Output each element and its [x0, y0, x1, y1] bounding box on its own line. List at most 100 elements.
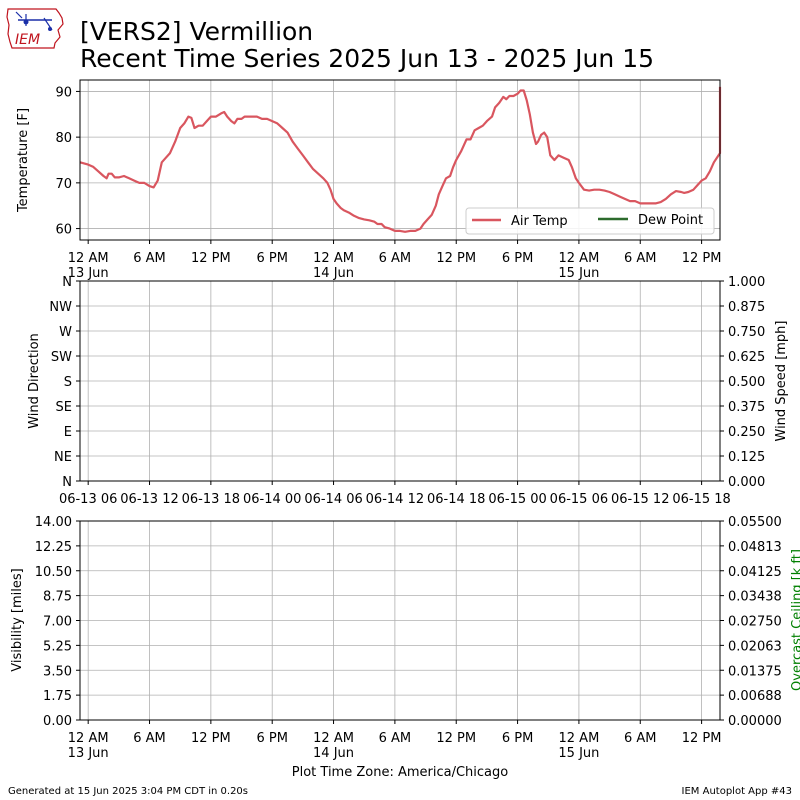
- visibility-x-date-label: 14 Jun: [313, 746, 354, 761]
- legend-dew-point-label: Dew Point: [638, 213, 703, 228]
- wind-y-tick-label: SE: [56, 400, 72, 415]
- wind-x-tick-label: 06-14 00: [243, 492, 301, 507]
- visibility-x-tick-label: 12 AM: [559, 731, 600, 746]
- visibility-y-tick-label: 0.00: [43, 714, 72, 729]
- temperature-x-date-label: 13 Jun: [68, 266, 109, 281]
- wind-x-tick-label: 06-13 18: [182, 492, 240, 507]
- visibility-x-date-label: 15 Jun: [558, 746, 599, 761]
- wind-x-tick-label: 06-13 12: [120, 492, 178, 507]
- temperature-x-tick-label: 6 PM: [502, 251, 533, 266]
- wind-y2-tick-label: 0.250: [728, 425, 765, 440]
- visibility-x-tick-label: 6 PM: [256, 731, 287, 746]
- visibility-x-tick-label: 6 AM: [379, 731, 412, 746]
- chart-title: [VERS2] Vermillion: [80, 17, 313, 46]
- visibility-y-tick-label: 5.25: [43, 639, 72, 654]
- wind-y2-tick-label: 0.750: [728, 325, 765, 340]
- temperature-x-tick-label: 6 AM: [379, 251, 412, 266]
- temperature-x-tick-label: 12 AM: [559, 251, 600, 266]
- wind-x-tick-label: 06-15 00: [488, 492, 546, 507]
- temperature-y-ticks: 60 70 80 90: [55, 85, 80, 238]
- wind-y2-tick-label: 0.625: [728, 350, 765, 365]
- timezone-label: Plot Time Zone: America/Chicago: [292, 765, 508, 780]
- temperature-plot-frame: [79, 79, 721, 241]
- wind-y-tick-label: E: [64, 425, 72, 440]
- wind-speed-y-ticks: 0.000 0.125 0.250 0.375 0.500 0.625 0.750 0.875…: [720, 275, 765, 490]
- legend-air-temp-label: Air Temp: [511, 214, 568, 229]
- legend-box: [465, 207, 715, 235]
- temperature-gridlines: [80, 80, 720, 240]
- visibility-y2-tick-label: 0.00000: [728, 714, 782, 729]
- visibility-x-tick-label: 6 AM: [624, 731, 657, 746]
- visibility-x-tick-label: 12 PM: [191, 731, 231, 746]
- wind-x-tick-label: 06-15 06: [550, 492, 608, 507]
- visibility-gridlines: [80, 520, 720, 721]
- wind-x-tick-label: 06-14 18: [427, 492, 485, 507]
- visibility-y-tick-label: 7.00: [43, 615, 72, 630]
- wind-y-tick-label: N: [62, 475, 72, 490]
- wind-x-tick-label: 06-14 06: [304, 492, 362, 507]
- visibility-y-tick-label: 10.50: [35, 565, 72, 580]
- temperature-axis-label: Temperature [F]: [16, 108, 31, 213]
- visibility-x-tick-label: 12 AM: [68, 731, 109, 746]
- temperature-x-date-label: 14 Jun: [313, 266, 354, 281]
- temperature-x-tick-label: 6 AM: [133, 251, 166, 266]
- wind-x-tick-label: 06-15 18: [672, 492, 730, 507]
- generated-note: Generated at 15 Jun 2025 3:04 PM CDT in …: [8, 786, 248, 797]
- wind-y-tick-label: N: [62, 275, 72, 290]
- air-temp-series-line: [79, 86, 722, 233]
- wind-y2-tick-label: 1.000: [728, 275, 765, 290]
- visibility-y2-tick-label: 0.05500: [728, 515, 782, 530]
- logo-text: IEM: [15, 32, 40, 48]
- ceiling-y-ticks: 0.00000 0.00688 0.01375 0.02063 0.02750 0.034…: [720, 515, 782, 729]
- visibility-y2-tick-label: 0.02750: [728, 615, 782, 630]
- weather-station-icon: [15, 11, 53, 31]
- visibility-x-tick-label: 6 AM: [133, 731, 166, 746]
- visibility-x-tick-label: 12 PM: [436, 731, 476, 746]
- wind-x-tick-label: 06-14 12: [366, 492, 424, 507]
- iowa-state-outline-icon: [6, 8, 64, 49]
- temperature-x-tick-label: 12 AM: [313, 251, 354, 266]
- temperature-x-tick-label: 12 AM: [68, 251, 109, 266]
- wind-y2-tick-label: 0.125: [728, 450, 765, 465]
- temperature-legend: Air Temp Dew Point: [465, 207, 715, 235]
- temperature-y-tick-label: 70: [55, 177, 72, 192]
- visibility-axis-label: Visibility [miles]: [10, 568, 25, 671]
- wind-direction-axis-label: Wind Direction: [27, 333, 42, 429]
- wind-x-tick-label: 06-15 12: [611, 492, 669, 507]
- temperature-x-date-label: 15 Jun: [558, 266, 599, 281]
- visibility-y-tick-label: 1.75: [43, 689, 72, 704]
- visibility-y2-tick-label: 0.01375: [728, 664, 782, 679]
- temperature-x-tick-label: 12 PM: [682, 251, 722, 266]
- visibility-x-tick-label: 6 PM: [502, 731, 533, 746]
- visibility-y2-tick-label: 0.02063: [728, 639, 782, 654]
- visibility-y-tick-label: 14.00: [35, 515, 72, 530]
- wind-y-tick-label: NW: [49, 300, 72, 315]
- wind-gridlines: [80, 280, 720, 482]
- visibility-y2-tick-label: 0.04125: [728, 565, 782, 580]
- wind-x-tick-label: 06-13 06: [59, 492, 117, 507]
- visibility-panel: 0.001.753.505.257.008.7510.5012.2514.00 …: [10, 515, 800, 761]
- temperature-y-tick-label: 90: [55, 85, 72, 100]
- temperature-x-tick-label: 6 PM: [256, 251, 287, 266]
- visibility-x-tick-label: 12 PM: [682, 731, 722, 746]
- temperature-y-tick-label: 60: [55, 223, 72, 238]
- app-credit: IEM Autoplot App #43: [682, 786, 792, 797]
- visibility-y-tick-label: 12.25: [35, 540, 72, 555]
- temperature-x-tick-label: 12 PM: [191, 251, 231, 266]
- wind-y2-tick-label: 0.375: [728, 400, 765, 415]
- wind-y2-tick-label: 0.875: [728, 300, 765, 315]
- temperature-x-tick-label: 12 PM: [436, 251, 476, 266]
- visibility-y2-tick-label: 0.04813: [728, 540, 782, 555]
- iem-logo: IEM: [6, 8, 64, 49]
- visibility-y-ticks: 0.00 1.75 3.50 5.25 7.00 8.75 10.50 12.25 14.00: [35, 515, 80, 729]
- temperature-x-tick-label: 6 AM: [624, 251, 657, 266]
- visibility-y-tick-label: 3.50: [43, 664, 72, 679]
- wind-y2-tick-label: 0.000: [728, 475, 765, 490]
- visibility-y-tick-label: 8.75: [43, 590, 72, 605]
- visibility-y2-tick-label: 0.03438: [728, 590, 782, 605]
